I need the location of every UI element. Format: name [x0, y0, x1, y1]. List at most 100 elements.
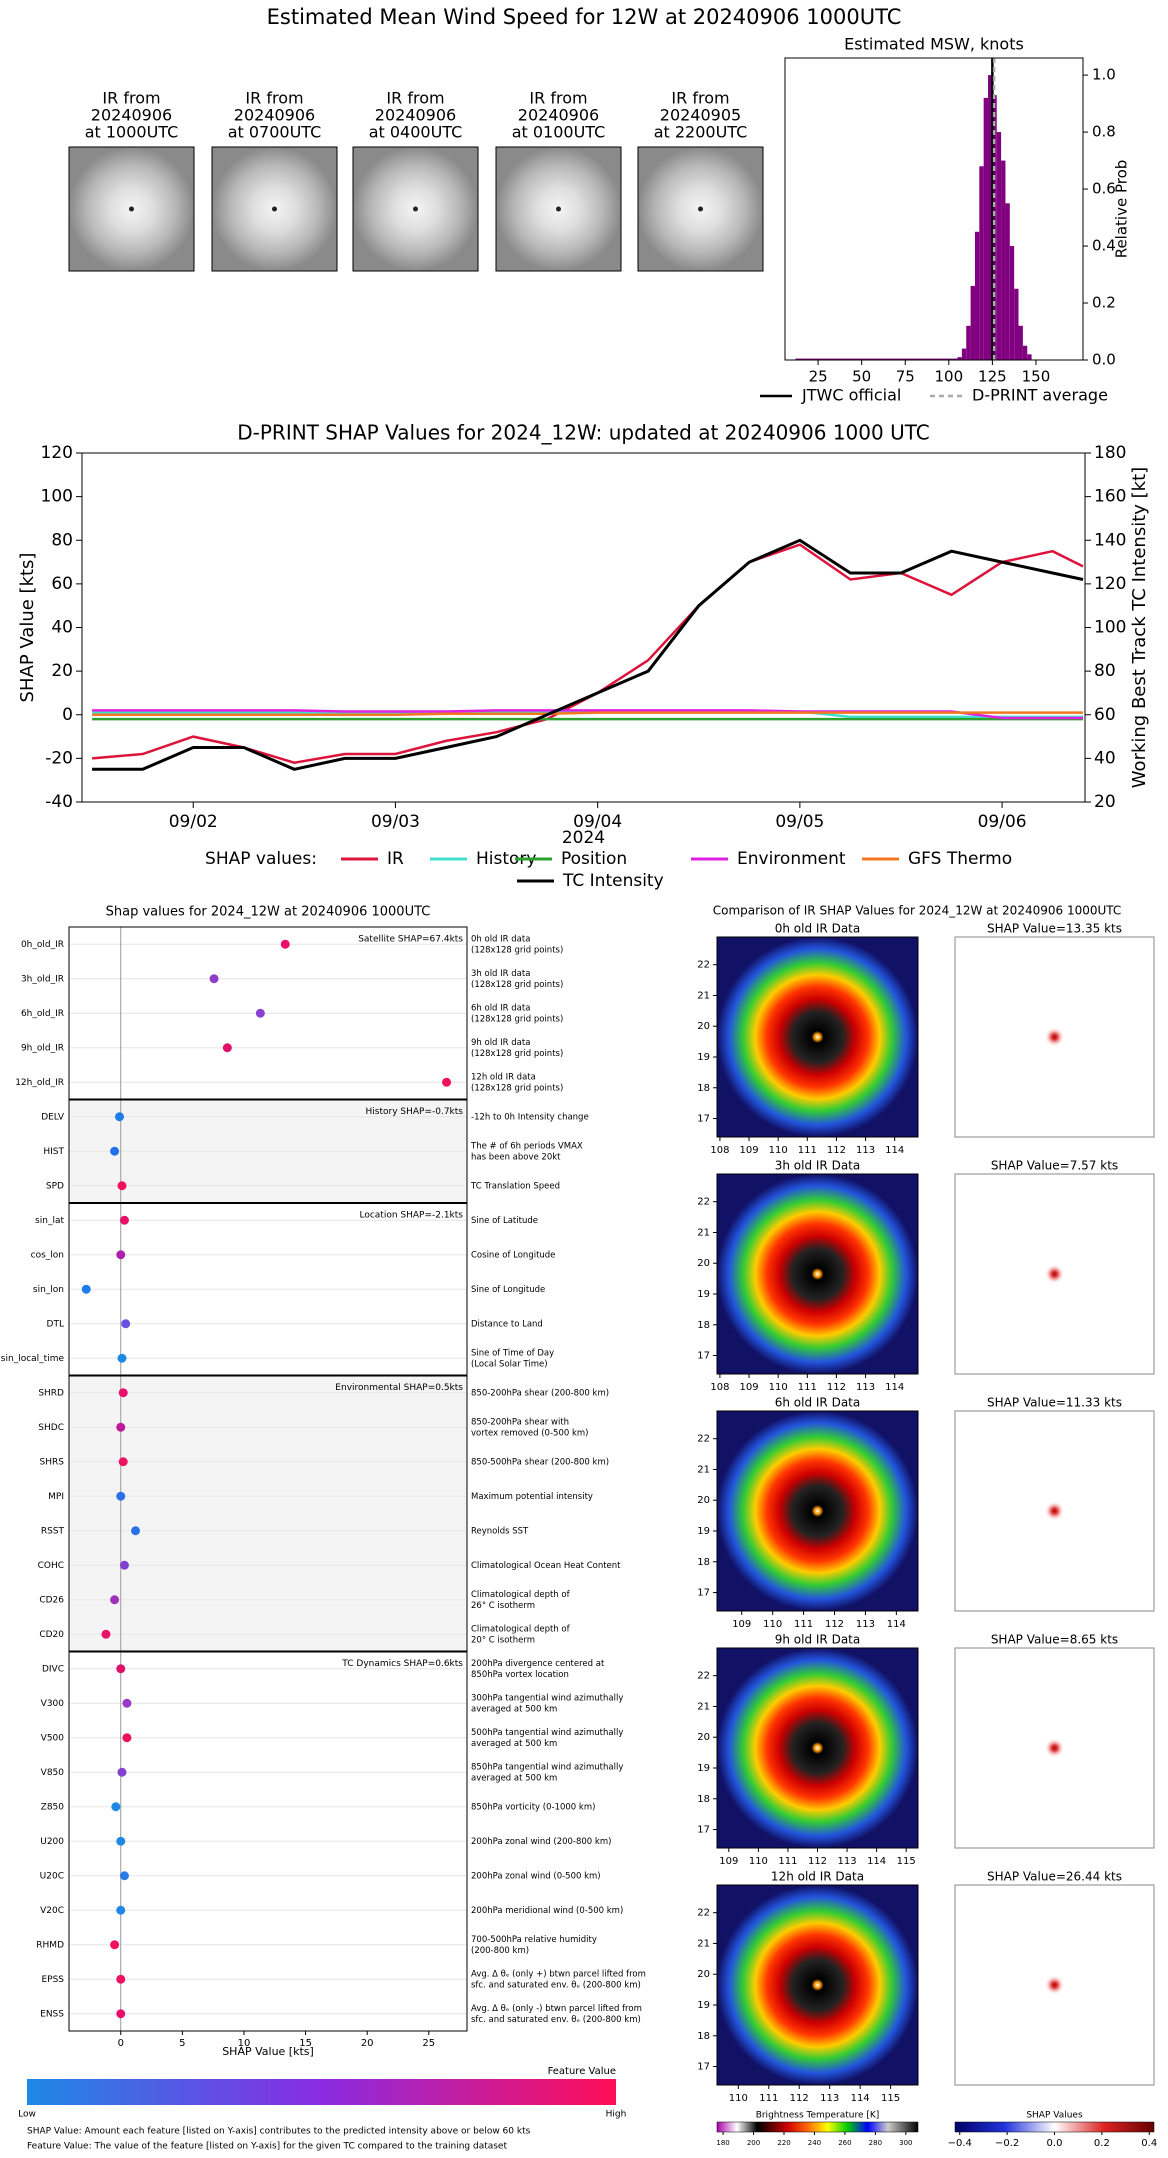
feature-name: V500	[41, 1733, 65, 1743]
feature-description: 200hPa meridional wind (0-500 km)	[471, 1906, 623, 1916]
colorbar-tick-label: 260	[838, 2139, 851, 2147]
ir-image	[716, 1173, 919, 1375]
lat-tick-label: 19	[697, 1289, 710, 1300]
ir-image	[716, 1647, 919, 1849]
thumbnail-label: IR from	[245, 89, 303, 108]
feature-name: DIVC	[42, 1664, 64, 1674]
feature-name: EPSS	[41, 1975, 64, 1985]
feature-name: 12h_old_IR	[15, 1078, 64, 1088]
histogram-bar	[979, 166, 984, 360]
lon-tick-label: 114	[887, 1619, 906, 1630]
feature-description: 9h old IR data	[471, 1038, 530, 1048]
series-line	[92, 538, 1084, 771]
ir-image	[716, 1410, 919, 1612]
ir-title: 6h old IR Data	[775, 1396, 861, 1410]
lon-tick-label: 114	[885, 1382, 904, 1393]
lat-tick-label: 20	[697, 1732, 710, 1743]
feature-description: 850-200hPa shear (200-800 km)	[471, 1388, 609, 1398]
feature-description: TC Translation Speed	[470, 1181, 560, 1191]
y-tick-label: -20	[45, 748, 73, 768]
thumbnail-label: 20240906	[375, 106, 456, 125]
shap-title: SHAP Value=26.44 kts	[987, 1870, 1122, 1884]
y2-tick-label: 40	[1094, 748, 1116, 768]
feature-description: Sine of Longitude	[471, 1285, 545, 1295]
lat-tick-label: 17	[697, 1351, 710, 1362]
colorbar	[716, 2121, 919, 2133]
feature-description: 850hPa vorticity (0-1000 km)	[471, 1802, 595, 1812]
shap-dot	[116, 1836, 126, 1846]
colorbar-low: Low	[18, 2110, 36, 2120]
shap-dot	[255, 1008, 265, 1018]
legend-label: IR	[387, 849, 404, 869]
colorbar-title: Brightness Temperature [K]	[756, 2111, 880, 2121]
feature-description: averaged at 500 km	[471, 1739, 557, 1749]
feature-description: 850hPa tangential wind azimuthally	[471, 1762, 623, 1772]
thumbnail-label: 20240906	[234, 106, 315, 125]
plot-frame	[68, 926, 468, 2032]
chart-title: Estimated MSW, knots	[844, 35, 1024, 54]
histogram-bar	[966, 325, 971, 360]
feature-description: (128x128 grid points)	[471, 945, 563, 955]
x-tick-label: 75	[896, 368, 915, 386]
feature-name: sin_lat	[35, 1216, 64, 1226]
feature-name: COHC	[38, 1561, 64, 1571]
y2-tick-label: 160	[1094, 487, 1126, 507]
y-tick-label: 0.4	[1092, 237, 1116, 255]
feature-description: (128x128 grid points)	[471, 980, 563, 990]
lat-tick-label: 17	[697, 2062, 710, 2073]
feature-description: Sine of Time of Day	[471, 1348, 554, 1358]
feature-description: 6h old IR data	[471, 1003, 530, 1013]
y-tick-label: -40	[45, 792, 73, 812]
chart-title: Shap values for 2024_12W at 20240906 100…	[106, 905, 431, 920]
y-tick-label: 100	[41, 487, 73, 507]
shap-dot	[110, 1146, 120, 1156]
feature-name: SHDC	[38, 1423, 64, 1433]
lon-tick-label: 113	[856, 1382, 875, 1393]
feature-description: 3h old IR data	[471, 969, 530, 979]
feature-description: averaged at 500 km	[471, 1704, 557, 1714]
y-axis-label: Relative Prob	[1113, 160, 1131, 259]
figure-title: Estimated Mean Wind Speed for 12W at 202…	[267, 5, 902, 29]
colorbar-title: Feature Value	[548, 2066, 616, 2077]
y-tick-label: 0.6	[1092, 180, 1116, 198]
lon-tick-label: 111	[778, 1856, 797, 1867]
feature-name: SPD	[46, 1181, 64, 1191]
y2-tick-label: 60	[1094, 705, 1116, 725]
lon-tick-label: 115	[897, 1856, 916, 1867]
feature-name: U200	[40, 1837, 64, 1847]
histogram-bar	[988, 75, 993, 361]
feature-name: Z850	[41, 1802, 65, 1812]
feature-description: 20° C isotherm	[471, 1635, 535, 1645]
feature-description: 850hPa vortex location	[471, 1670, 569, 1680]
feature-description: 700-500hPa relative humidity	[471, 1935, 597, 1945]
feature-name: RHMD	[36, 1940, 64, 1950]
legend-label: Environment	[737, 849, 846, 869]
thumbnail-label: IR from	[102, 89, 160, 108]
histogram-bar	[961, 348, 967, 360]
colorbar-tick-label: 0.2	[1094, 2138, 1110, 2149]
y-tick-label: 40	[51, 618, 73, 638]
feature-description: 200hPa zonal wind (0-500 km)	[471, 1871, 601, 1881]
x-tick-label: 50	[852, 368, 871, 386]
lon-tick-label: 112	[827, 1145, 846, 1156]
legend-label: D-PRINT average	[972, 386, 1108, 405]
feature-name: cos_lon	[31, 1250, 64, 1260]
lon-tick-label: 108	[710, 1382, 729, 1393]
feature-name: HIST	[43, 1147, 64, 1157]
storm-eye	[698, 206, 703, 212]
thumbnail-label: IR from	[529, 89, 587, 108]
colorbar-tick-label: −0.4	[948, 2138, 972, 2149]
shap-dot	[222, 1043, 232, 1053]
shap-dot	[119, 1215, 129, 1225]
shap-title: SHAP Value=8.65 kts	[991, 1633, 1118, 1647]
feature-description: Maximum potential intensity	[471, 1492, 593, 1502]
shap-hotspot	[1044, 1975, 1065, 1995]
shap-dot	[116, 1422, 126, 1432]
histogram-bar	[1014, 288, 1019, 360]
thumbnail-label: at 0100UTC	[512, 123, 606, 142]
histogram-bar	[992, 95, 997, 361]
feature-description: 26° C isotherm	[471, 1601, 535, 1611]
x-axis-label: 2024	[562, 828, 605, 848]
feature-description: 300hPa tangential wind azimuthally	[471, 1693, 623, 1703]
shap-dot	[442, 1077, 452, 1087]
